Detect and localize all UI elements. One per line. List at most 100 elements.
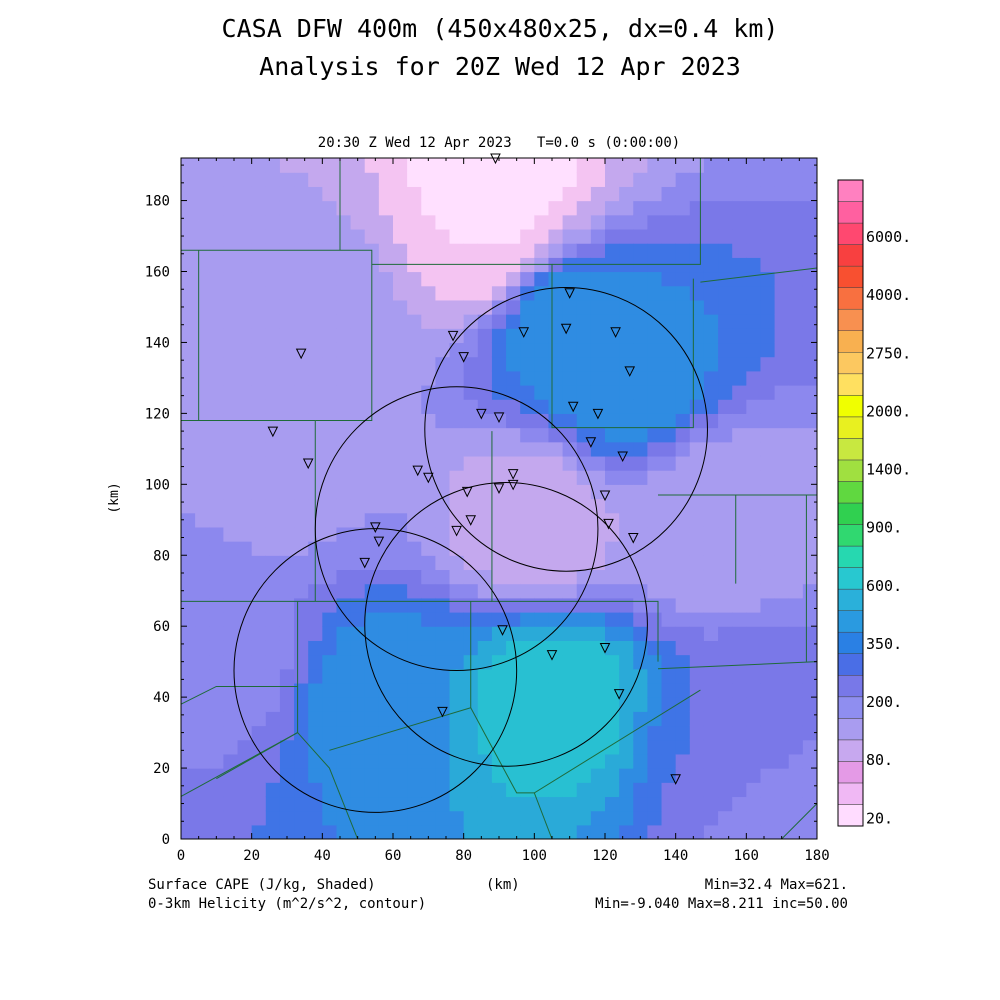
x-tick-label: 0 (177, 848, 185, 864)
cape-cell (421, 356, 436, 372)
cape-cell (760, 186, 776, 202)
cape-cell (181, 824, 196, 839)
cape-cell (265, 796, 281, 812)
cape-cell (802, 413, 817, 429)
cape-cell (477, 243, 493, 258)
cape-cell (237, 654, 253, 670)
cape-cell (802, 682, 817, 698)
y-tick-label: 100 (145, 477, 170, 493)
cape-cell (181, 328, 196, 344)
cape-cell (223, 441, 239, 457)
cape-cell (336, 725, 352, 741)
cape-cell (322, 214, 338, 230)
cape-cell (548, 541, 564, 556)
cape-cell (279, 455, 295, 471)
cape-cell (322, 342, 338, 358)
cape-cell (661, 228, 677, 244)
cape-cell (576, 654, 592, 670)
cape-cell (265, 626, 281, 641)
cape-cell (364, 498, 380, 514)
cape-cell (378, 455, 394, 471)
cape-cell (279, 427, 295, 443)
cape-cell (294, 455, 309, 471)
helicity-contour (364, 482, 648, 767)
cape-cell (605, 342, 620, 358)
cape-cell (576, 172, 592, 187)
cape-cell (633, 697, 648, 712)
cape-cell (718, 470, 733, 485)
cape-cell (675, 796, 691, 812)
cape-cell (477, 640, 493, 656)
cape-cell (279, 158, 295, 173)
cape-cell (463, 214, 479, 230)
cape-cell (619, 214, 634, 230)
cape-cell (463, 271, 479, 287)
cape-cell (760, 612, 776, 627)
cape-cell (279, 356, 295, 372)
cape-cell (788, 555, 804, 571)
cape-cell (435, 810, 451, 826)
cape-cell (463, 172, 479, 187)
cape-cell (449, 370, 465, 386)
cape-cell (336, 214, 352, 230)
cape-cell (223, 583, 239, 599)
cape-cell (590, 682, 606, 698)
cape-cell (576, 739, 592, 755)
cape-cell (195, 285, 210, 301)
cape-cell (223, 640, 239, 656)
cape-cell (576, 612, 592, 627)
cape-cell (308, 782, 323, 798)
cape-cell (251, 285, 267, 301)
cape-cell (576, 342, 592, 358)
cape-cell (336, 682, 352, 698)
cape-cell (675, 299, 691, 315)
cape-cell (802, 427, 817, 443)
cape-cell (718, 385, 733, 400)
cape-cell (223, 512, 239, 528)
cape-cell (308, 697, 323, 712)
cape-cell (675, 612, 691, 627)
cape-cell (661, 668, 677, 684)
y-tick-label: 140 (145, 335, 170, 351)
cape-cell (350, 725, 366, 741)
county-line (552, 158, 701, 265)
cape-cell (788, 498, 804, 514)
cape-cell (294, 228, 309, 244)
cape-cell (760, 257, 776, 273)
cape-cell (378, 328, 394, 344)
station-marker (423, 472, 434, 484)
cape-cell (506, 612, 521, 627)
cape-cell (633, 753, 648, 769)
cape-cell (590, 172, 606, 187)
cape-cell (788, 172, 804, 187)
county-line (533, 792, 553, 839)
cape-cell (576, 356, 592, 372)
cape-cell (689, 739, 705, 755)
cape-cell (619, 796, 634, 812)
cape-cell (520, 526, 535, 542)
cape-cell (393, 385, 408, 400)
cape-cell (619, 697, 634, 712)
cape-cell (378, 739, 394, 755)
cape-cell (802, 626, 817, 641)
cape-cell (506, 768, 521, 783)
cape-cell (506, 427, 521, 443)
cape-cell (294, 370, 309, 386)
cape-cell (378, 810, 394, 826)
cape-cell (647, 214, 663, 230)
cape-cell (760, 597, 776, 613)
cape-cell (350, 626, 366, 641)
cape-cell (661, 385, 677, 400)
cape-cell (350, 796, 366, 812)
cape-cell (195, 356, 210, 372)
cape-cell (576, 796, 592, 812)
cape-cell (746, 484, 762, 500)
cape-cell (633, 612, 648, 627)
cape-cell (209, 597, 224, 613)
cape-cell (294, 484, 309, 500)
cape-cell (463, 583, 479, 599)
cape-cell (251, 512, 267, 528)
cape-cell (336, 526, 352, 542)
cape-cell (788, 697, 804, 712)
cape-cell (802, 172, 817, 187)
